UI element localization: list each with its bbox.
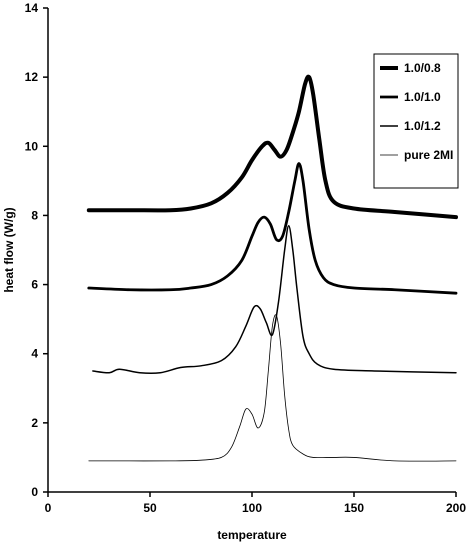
y-tick-label: 10: [25, 139, 39, 153]
y-tick-label: 8: [31, 208, 38, 222]
series-line-4: [88, 314, 457, 462]
tick-labels: 0 2 4 6 8 10 12 14 0 50 100 150 200: [25, 1, 467, 515]
series-line-1: [86, 74, 458, 220]
y-tick-label: 2: [31, 416, 38, 430]
y-axis-title: heat flow (W/g): [2, 207, 16, 292]
legend-label-4: pure 2MI: [404, 148, 453, 162]
y-tick-label: 0: [31, 485, 38, 499]
x-tick-label: 50: [143, 501, 157, 515]
legend-label-2: 1.0/1.0: [404, 90, 441, 104]
series-layer: [86, 74, 458, 462]
x-tick-label: 100: [242, 501, 262, 515]
y-tick-label: 6: [31, 278, 38, 292]
y-tick-label: 4: [31, 347, 38, 361]
series-line-2: [87, 162, 458, 295]
x-tick-label: 200: [446, 501, 466, 515]
x-axis-title: temperature: [217, 528, 287, 542]
y-tick-label: 12: [25, 70, 39, 84]
legend-label-1: 1.0/0.8: [404, 61, 441, 75]
x-tick-label: 150: [344, 501, 364, 515]
y-tick-label: 14: [25, 1, 39, 15]
legend: 1.0/0.8 1.0/1.0 1.0/1.2 pure 2MI: [373, 53, 459, 189]
axes: [43, 7, 457, 497]
legend-box: [373, 53, 459, 189]
legend-label-3: 1.0/1.2: [404, 119, 441, 133]
series-line-3: [92, 225, 457, 375]
x-tick-label: 0: [45, 501, 52, 515]
